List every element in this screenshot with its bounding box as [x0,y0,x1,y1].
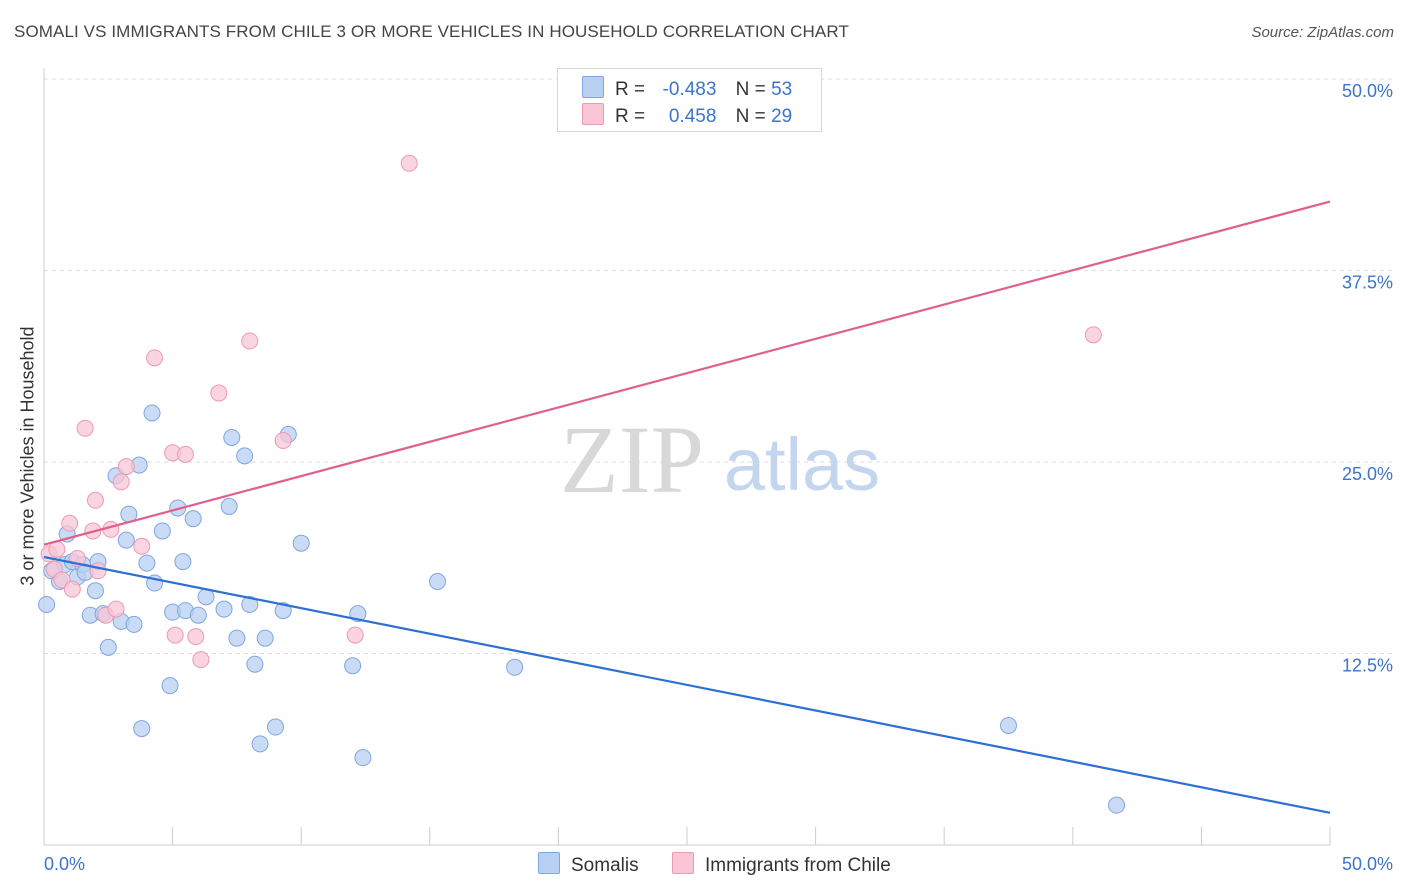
legend-r-label: R = [615,106,646,127]
bottom-legend-somalis: Somalis [538,852,639,877]
source-label: Source: ZipAtlas.com [1251,24,1394,41]
y-tick-label: 12.5% [1342,656,1393,676]
somali-point [241,595,259,613]
somali-point [228,629,246,647]
somali-point [99,638,117,656]
chile-swatch [672,852,694,874]
legend-row-chile: R = 0.458 N = 29 [582,103,793,127]
somali-point [223,428,241,446]
legend-n-value: 53 [771,79,793,100]
chart-title: SOMALI VS IMMIGRANTS FROM CHILE 3 OR MOR… [14,22,849,41]
somali-point [256,629,274,647]
somali-point [429,572,447,590]
somali-point [125,615,143,633]
x-tick-label: 50.0% [1342,854,1393,874]
somali-point [38,595,56,613]
bottom-legend-label: Immigrants from Chile [705,855,891,876]
somali-point [246,655,264,673]
somali-point [292,534,310,552]
somali-point [506,658,524,676]
chile-point [63,580,81,598]
legend-r-label: R = [615,79,646,100]
chile-point [61,514,79,532]
chile-point [192,651,210,669]
legend-n-label: N = [735,106,766,127]
chile-point [107,600,125,618]
grid-lines [44,78,1394,654]
legend-r-value: -0.483 [662,79,717,100]
somali-point [153,522,171,540]
watermark: ZIP atlas [560,406,880,513]
chile-point [146,349,164,367]
somali-point [220,497,238,515]
chile-point [176,445,194,463]
somali-point [344,657,362,675]
chile-point [89,562,107,580]
legend-n-label: N = [735,79,766,100]
chile-point [133,537,151,555]
y-axis-label: 3 or more Vehicles in Household [17,326,38,586]
chile-point [1084,326,1102,344]
somali-point [133,720,151,738]
watermark-zip: ZIP [560,406,704,513]
y-tick-label: 37.5% [1342,273,1393,293]
chile-point [187,628,205,646]
somalis-swatch [582,76,604,98]
data-points [38,154,1126,814]
legend-r-value: 0.458 [668,106,717,127]
somalis-swatch [538,852,560,874]
legend-row-somalis: R = -0.483 N = 53 [582,76,793,100]
somali-point [174,553,192,571]
tick-labels: 12.5% 25.0% 37.5% 50.0% 0.0% 50.0% [44,81,1393,874]
x-tick-label: 0.0% [44,854,85,874]
somali-point [1108,796,1126,814]
stats-legend: R = -0.483 N = 53 R = 0.458 N = 29 [557,68,822,132]
chile-point [86,491,104,509]
bottom-legend-chile: Immigrants from Chile [672,852,891,877]
chile-point [210,384,228,402]
somali-point [251,735,269,753]
chile-point [166,626,184,644]
y-tick-label: 50.0% [1342,81,1393,101]
chile-point [400,154,418,172]
watermark-atlas: atlas [724,423,880,506]
chile-swatch [582,103,604,125]
somali-trend-line [43,555,1331,814]
somali-point [86,582,104,600]
somali-point [215,600,233,618]
chile-point [274,432,292,450]
chile-point [117,458,135,476]
somali-point [236,447,254,465]
somali-point [138,554,156,572]
somali-point [266,718,284,736]
y-tick-label: 25.0% [1342,464,1393,484]
chile-point [346,626,364,644]
bottom-legend-label: Somalis [571,855,639,876]
chile-point [76,419,94,437]
chile-trend-line [43,200,1331,546]
somali-point [143,404,161,422]
axes [43,68,1331,846]
trend-lines [43,200,1331,814]
somali-point [117,531,135,549]
chile-point [112,473,130,491]
chile-point [241,332,259,350]
somali-point [184,510,202,528]
somali-point [1000,717,1017,735]
somali-point [161,677,179,695]
somali-point [274,602,292,620]
somali-point [189,606,207,624]
legend-n-value: 29 [771,106,793,127]
somali-point [354,749,372,767]
